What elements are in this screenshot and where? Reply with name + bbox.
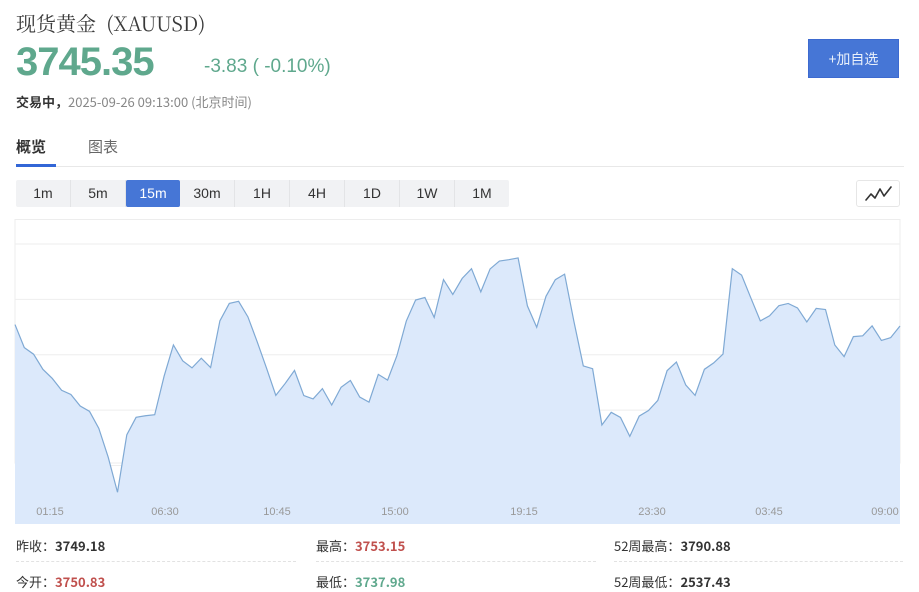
svg-text:10:45: 10:45: [263, 506, 291, 518]
svg-text:19:15: 19:15: [510, 506, 538, 518]
svg-text:03:45: 03:45: [755, 506, 783, 518]
svg-text:01:15: 01:15: [36, 506, 64, 518]
svg-text:23:30: 23:30: [638, 506, 666, 518]
svg-text:06:30: 06:30: [151, 506, 179, 518]
svg-text:09:00: 09:00: [871, 506, 899, 518]
svg-text:15:00: 15:00: [381, 506, 409, 518]
